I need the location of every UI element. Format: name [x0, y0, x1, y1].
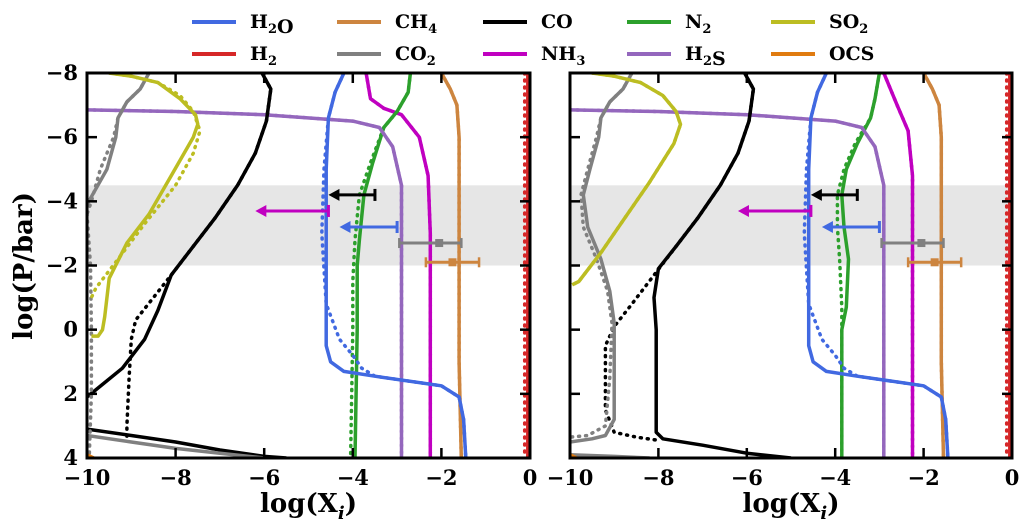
- legend-entry-co: CO: [483, 11, 573, 33]
- series-co-dotted: [125, 73, 273, 444]
- series-co2-solid: [570, 73, 634, 444]
- x-tick-label: 0: [1005, 465, 1020, 490]
- legend-label: SO2: [829, 11, 868, 37]
- range-marker: [435, 239, 444, 248]
- series-h2o-dotted: [802, 73, 950, 458]
- x-tick-label: −8: [642, 465, 674, 490]
- x-tick-label: −6: [248, 465, 280, 490]
- errorbar-nh3: [255, 204, 330, 217]
- legend-label: CH4: [395, 11, 437, 37]
- series-co-solid: [87, 427, 287, 458]
- legend-entry-h2s: H2S: [627, 43, 726, 70]
- errorbar-nh3: [737, 204, 813, 217]
- upper-limit-arrowhead: [339, 221, 351, 233]
- range-marker: [448, 258, 457, 267]
- error-bar-layer: [255, 188, 481, 268]
- errorbar-co2: [880, 238, 945, 249]
- y-tick-label: −6: [46, 124, 78, 149]
- y-tick-label: 4: [63, 445, 78, 470]
- upper-limit-arrowhead: [737, 204, 749, 217]
- series-so2-solid: [91, 73, 200, 338]
- upper-limit-arrowhead: [821, 221, 833, 233]
- errorbar-co: [328, 188, 377, 201]
- upper-limit-arrowhead: [255, 204, 267, 217]
- tick-layer: −10 −8 −6 −4 −2 0 −8 −6 −4 −2 0 2 4: [46, 60, 538, 490]
- series-h2s-solid: [570, 108, 886, 458]
- y-tick-label: −2: [46, 253, 78, 278]
- series-h2s-dotted: [87, 108, 404, 458]
- series-co2-dotted: [570, 73, 634, 439]
- legend-entry-nh3: NH3: [483, 43, 585, 69]
- y-tick-label: 2: [63, 381, 78, 406]
- errorbar-ch4: [424, 257, 481, 268]
- series-n2-dotted: [348, 73, 413, 458]
- x-tick-label: −2: [425, 465, 457, 490]
- series-co2-dotted: [87, 212, 94, 458]
- y-tick-label: −8: [46, 60, 78, 85]
- series-ch4-dotted: [439, 73, 464, 458]
- legend-label: H2S: [685, 43, 726, 70]
- series-nh3-dotted: [882, 73, 915, 458]
- errorbar-h2o: [339, 221, 399, 233]
- errorbar-co: [810, 188, 859, 201]
- y-tick-label: −4: [46, 188, 78, 213]
- series-h2s-dotted: [570, 108, 886, 458]
- tick-layer: −10 −8 −6 −4 −2 0: [547, 71, 1020, 490]
- series-co-solid: [87, 73, 273, 399]
- legend-label: N2: [685, 11, 711, 37]
- legend-label: NH3: [541, 43, 585, 69]
- x-tick-label: −2: [907, 465, 939, 490]
- x-axis-label: log(Xi): [260, 489, 357, 524]
- upper-limit-arrowhead: [328, 188, 340, 201]
- x-axis-label: log(Xi): [742, 489, 839, 524]
- series-h2o-dotted: [320, 73, 468, 458]
- legend-label: CO2: [395, 43, 436, 69]
- shaded-band: [570, 185, 1012, 266]
- series-co-solid: [652, 73, 792, 458]
- legend-label: OCS: [829, 43, 874, 65]
- legend-label: H2: [250, 43, 277, 69]
- upper-limit-arrowhead: [810, 188, 822, 201]
- x-tick-label: −8: [159, 465, 191, 490]
- legend-entry-co2: CO2: [337, 43, 436, 69]
- errorbar-ch4: [906, 257, 963, 268]
- panel-left: −10 −8 −6 −4 −2 0 −8 −6 −4 −2 0 2 4 log(Xi): [46, 60, 538, 524]
- errorbar-co2: [398, 238, 463, 249]
- legend-entry-h2: H2: [192, 43, 277, 69]
- series-so2-dotted: [89, 73, 202, 300]
- legend-entry-ocs: OCS: [771, 43, 874, 65]
- legend-entry-h2o: H2O: [192, 11, 294, 38]
- x-tick-label: −10: [547, 465, 594, 490]
- shaded-band: [87, 185, 530, 266]
- series-nh3-dotted: [364, 73, 433, 458]
- series-so2-dotted: [570, 73, 683, 287]
- legend-entry-n2: N2: [627, 11, 711, 37]
- panel-right: −10 −8 −6 −4 −2 0 log(Xi): [547, 71, 1020, 524]
- y-axis-label: log(P/bar): [9, 192, 39, 340]
- legend-entry-so2: SO2: [771, 11, 868, 37]
- x-tick-label: −10: [64, 465, 111, 490]
- x-tick-label: −4: [819, 465, 851, 490]
- x-tick-label: 0: [523, 465, 538, 490]
- series-co2-dotted: [87, 73, 151, 216]
- x-tick-label: −6: [731, 465, 763, 490]
- legend-entry-ch4: CH4: [337, 11, 437, 37]
- range-marker: [917, 239, 926, 248]
- legend-label: H2O: [250, 11, 294, 38]
- errorbar-h2o: [821, 221, 881, 233]
- x-tick-label: −4: [337, 465, 369, 490]
- y-tick-label: 0: [63, 317, 78, 342]
- range-marker: [930, 258, 939, 267]
- series-ch4-dotted: [921, 73, 946, 458]
- legend-label: CO: [541, 11, 573, 33]
- legend: H2O H2 CH4 CO2 CO NH3 N2 H2S SO2 OCS: [192, 11, 874, 70]
- error-bar-layer: [737, 188, 963, 268]
